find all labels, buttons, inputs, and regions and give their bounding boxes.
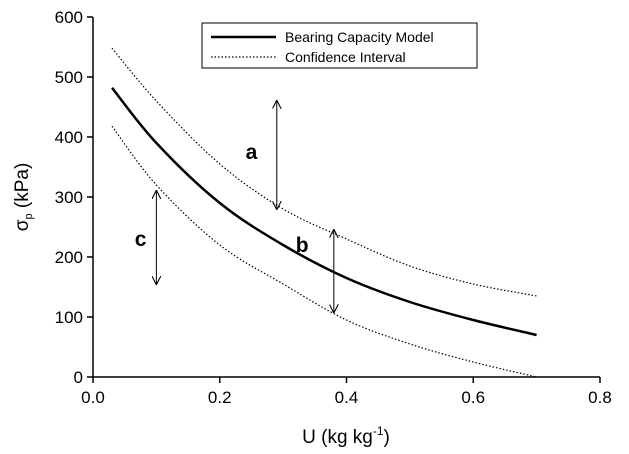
legend-label-confidence-interval: Confidence Interval — [285, 49, 406, 65]
series-confidence-interval-lower — [111, 125, 537, 378]
y-tick-label: 0 — [74, 368, 83, 387]
series-confidence-interval-upper — [111, 47, 537, 297]
legend-label-bearing-capacity: Bearing Capacity Model — [285, 29, 434, 45]
annotation-label-a: a — [246, 141, 258, 164]
ticks: 0.0 0.2 0.4 0.6 0.8 0 100 200 300 400 500 600 — [55, 8, 612, 407]
y-tick-label: 200 — [55, 248, 83, 267]
y-tick-label: 100 — [55, 308, 83, 327]
x-tick-label: 0.4 — [335, 388, 359, 407]
x-axis-title-sup: -1 — [373, 424, 384, 438]
x-tick-label: 0.8 — [588, 388, 612, 407]
series-group — [111, 47, 537, 378]
y-tick-label: 400 — [55, 128, 83, 147]
x-axis-title: U (kg kg-1) — [302, 424, 390, 448]
annotation-label-c: c — [135, 228, 147, 251]
legend: Bearing Capacity Model Confidence Interv… — [201, 22, 478, 69]
legend-box — [201, 22, 478, 69]
annotations: a b c — [135, 101, 334, 312]
y-tick-label: 500 — [55, 68, 83, 87]
x-tick-label: 0.2 — [208, 388, 232, 407]
annotation-label-b: b — [296, 234, 309, 257]
x-tick-label: 0.6 — [461, 388, 485, 407]
y-axis-title-sub: p — [23, 213, 35, 219]
y-tick-label: 600 — [55, 8, 83, 27]
y-tick-label: 300 — [55, 188, 83, 207]
series-bearing-capacity-model — [111, 87, 537, 337]
x-tick-label: 0.0 — [81, 388, 105, 407]
y-axis-title: σp (kPa) — [12, 163, 35, 232]
axes — [92, 17, 600, 378]
